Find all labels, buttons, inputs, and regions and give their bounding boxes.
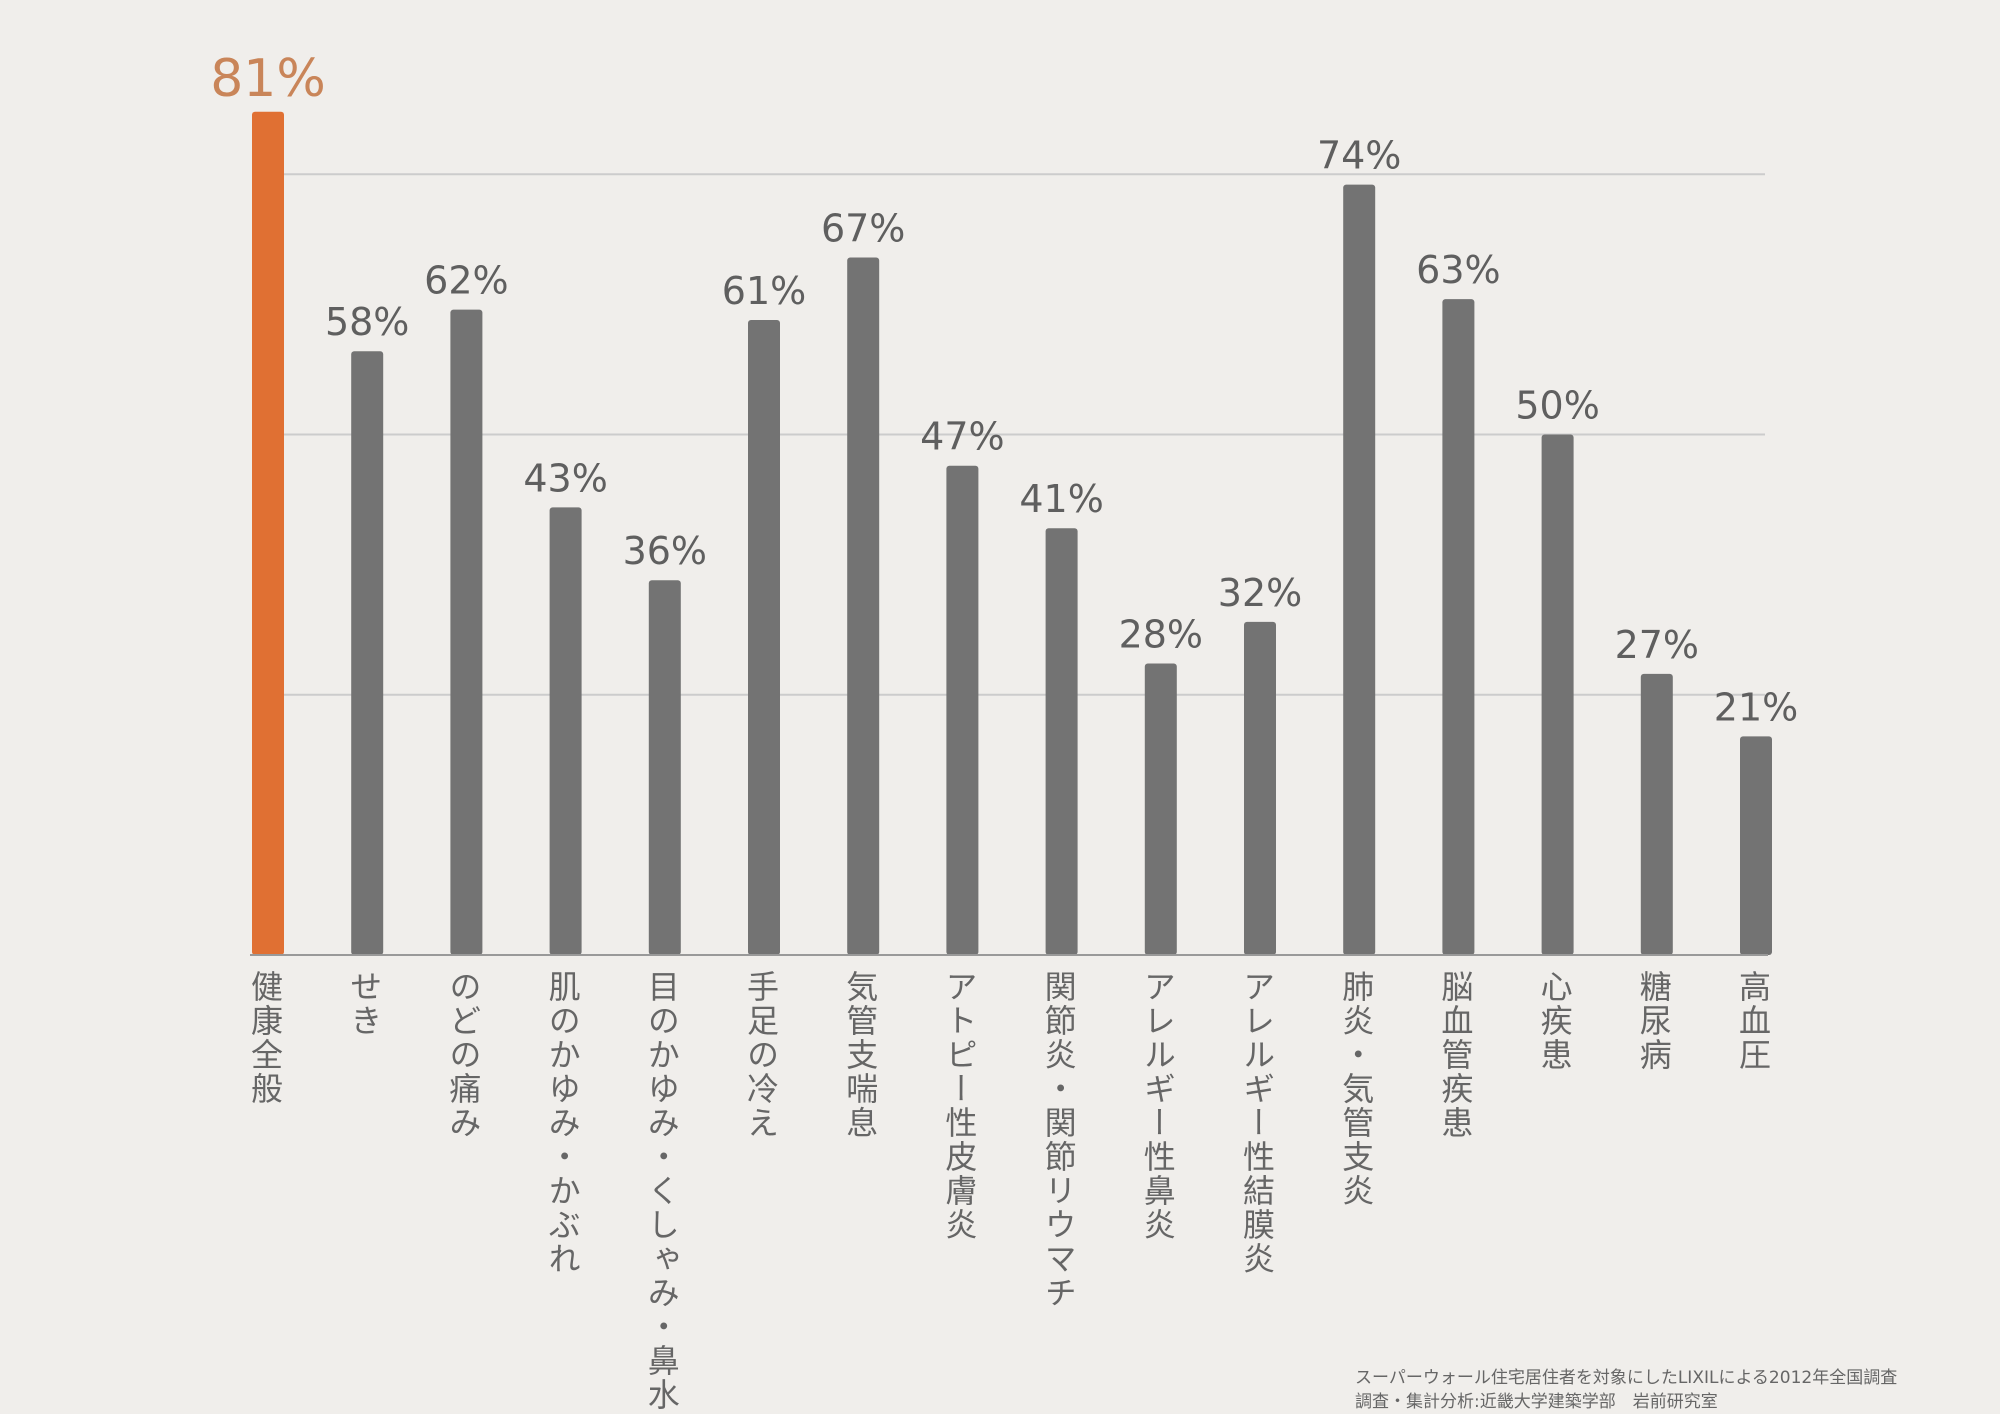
category-label: アトピー性皮膚炎	[940, 970, 979, 1242]
value-label: 27%	[1615, 623, 1699, 667]
category-label: 手足の冷え	[742, 970, 780, 1140]
bar	[1244, 621, 1276, 955]
category-label: 気管支喘息	[841, 970, 880, 1140]
value-label: 43%	[523, 456, 607, 500]
bar	[549, 507, 582, 955]
bar	[1045, 528, 1078, 955]
bar	[1640, 673, 1673, 955]
value-label: 47%	[920, 415, 1004, 459]
category-label: 関節炎・関節リウマチ	[1039, 970, 1078, 1310]
category-label: 高血圧	[1734, 970, 1772, 1072]
category-label: 目のかゆみ・くしゃみ・鼻水	[642, 970, 681, 1412]
value-label: 61%	[722, 269, 806, 313]
source-note: スーパーウォール住宅居住者を対象にしたLIXILによる2012年全国調査 調査・…	[1355, 1366, 1985, 1414]
category-label: アレルギー性鼻炎	[1138, 970, 1177, 1242]
bar	[1740, 736, 1772, 955]
category-label: 糖尿病	[1634, 970, 1673, 1072]
category-label: アレルギー性結膜炎	[1238, 970, 1276, 1276]
category-label: 健康全般	[246, 970, 284, 1106]
source-line-2: 調査・集計分析:近畿大学建築学部 岩前研究室	[1355, 1392, 1718, 1412]
bar	[648, 580, 681, 955]
value-label: 41%	[1019, 477, 1103, 521]
source-line-1: スーパーウォール住宅居住者を対象にしたLIXILによる2012年全国調査	[1355, 1368, 1898, 1388]
bar	[1144, 663, 1177, 955]
bar	[1442, 299, 1475, 955]
bar	[748, 319, 780, 955]
value-label: 58%	[325, 300, 409, 344]
category-label: 肌のかゆみ・かぶれ	[543, 970, 582, 1276]
value-label: 63%	[1416, 248, 1500, 292]
bar	[1343, 184, 1376, 955]
bar	[946, 465, 979, 955]
value-label: 21%	[1714, 685, 1798, 729]
value-label: 28%	[1119, 613, 1203, 657]
value-label: 32%	[1218, 571, 1302, 615]
category-label: のどの痛み	[444, 970, 483, 1140]
value-label: 50%	[1515, 384, 1599, 428]
category-label: 心疾患	[1535, 970, 1574, 1072]
category-label: せき	[345, 970, 384, 1038]
value-label: 81%	[210, 49, 326, 109]
value-label: 74%	[1317, 134, 1401, 178]
value-label: 62%	[424, 259, 508, 303]
bar	[252, 111, 284, 956]
category-label: 脳血管疾患	[1436, 970, 1475, 1140]
bar	[450, 309, 483, 956]
category-label: 肺炎・気管支炎	[1337, 970, 1376, 1208]
bar	[351, 351, 384, 956]
value-label: 67%	[821, 207, 905, 251]
bar	[1541, 434, 1574, 955]
bar	[847, 257, 880, 955]
value-label: 36%	[623, 529, 707, 573]
